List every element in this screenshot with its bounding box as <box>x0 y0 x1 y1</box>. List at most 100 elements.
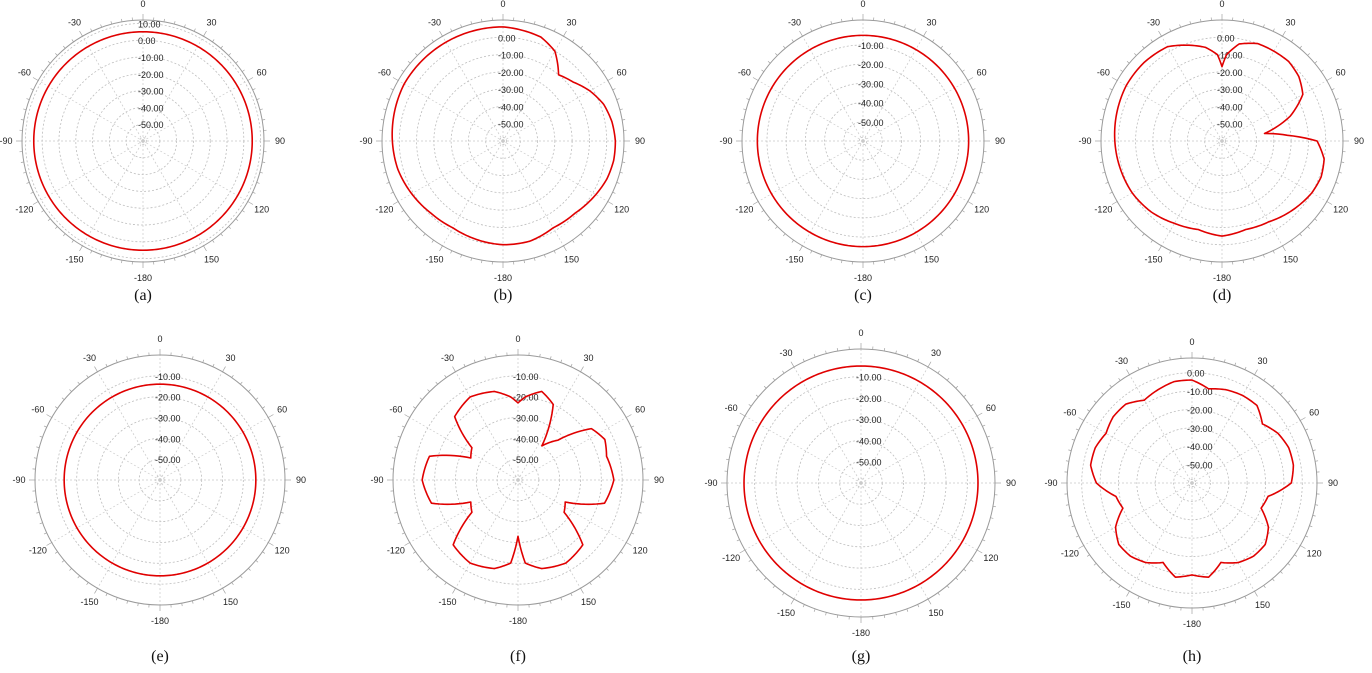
angle-tick <box>752 201 759 205</box>
angle-tick <box>1252 21 1255 25</box>
angle-tick <box>71 39 74 43</box>
radiation-pattern-line <box>391 26 617 246</box>
grid-ring <box>398 36 608 246</box>
angle-tick <box>1234 362 1237 366</box>
angle-tick <box>401 425 405 428</box>
angle-tick <box>1093 563 1097 566</box>
angle-tick <box>470 21 473 25</box>
angle-tick <box>247 201 254 205</box>
angle-tick <box>392 201 399 205</box>
angle-label: 30 <box>931 348 941 358</box>
angle-tick <box>43 532 47 535</box>
angle-tick <box>41 69 45 72</box>
angle-tick <box>235 61 239 64</box>
angle-tick <box>913 28 916 32</box>
polar-chart-f: 0 30 60 90 120 150 -180 -150 -120 -90 -60 -30 -10.00… <box>370 334 664 665</box>
angle-tick <box>435 575 438 579</box>
angle-label: -30 <box>1115 356 1128 366</box>
angle-tick <box>588 226 591 229</box>
angle-tick <box>972 191 976 194</box>
angle-tick <box>1335 182 1339 184</box>
angle-tick <box>256 182 260 184</box>
angle-tick <box>783 233 786 237</box>
angle-label: -90 <box>719 136 732 146</box>
grid-ring <box>1173 464 1211 502</box>
angle-tick <box>39 522 43 525</box>
angle-tick <box>563 245 567 252</box>
angle-tick <box>105 363 108 367</box>
angle-tick <box>1331 191 1335 194</box>
angle-tick <box>1341 161 1345 163</box>
angle-tick <box>283 501 287 503</box>
angle-tick <box>979 171 983 174</box>
angle-tick <box>736 539 740 542</box>
angle-tick <box>220 233 223 237</box>
angle-tick <box>46 542 52 546</box>
angle-tick <box>412 551 416 554</box>
angle-tick <box>1312 449 1316 451</box>
angle-label: 0 <box>500 0 505 9</box>
grid-ring <box>92 90 194 192</box>
angle-tick <box>32 77 39 81</box>
radial-label: -10.00 <box>498 51 524 61</box>
grid-ring <box>75 73 211 209</box>
angle-label: 60 <box>257 68 267 78</box>
angle-tick <box>1315 504 1319 506</box>
angle-tick <box>36 512 40 514</box>
angle-tick <box>1111 77 1118 81</box>
radial-label: -40.00 <box>1187 442 1213 452</box>
angle-tick <box>967 201 974 205</box>
radial-label: -10.00 <box>138 53 164 63</box>
angle-tick <box>748 559 752 562</box>
polar-chart-e: 0 30 60 90 120 150 -180 -150 -120 -90 -60 -30 -10.00… <box>12 334 306 665</box>
angle-tick <box>572 39 575 43</box>
grid-spoke <box>1221 140 1327 202</box>
angle-tick <box>772 377 776 381</box>
angle-label: 30 <box>1257 356 1267 366</box>
angle-tick <box>622 119 626 121</box>
angle-tick <box>1254 369 1258 375</box>
angle-tick <box>386 98 390 100</box>
angle-tick <box>1075 535 1079 538</box>
angle-tick <box>1169 356 1171 360</box>
angle-tick <box>580 366 584 372</box>
angle-tick <box>607 201 614 205</box>
angle-tick <box>883 260 885 264</box>
panel-caption: (h) <box>1183 648 1202 665</box>
angle-tick <box>394 446 398 448</box>
angle-tick <box>415 53 418 56</box>
radial-label: -50.00 <box>513 455 539 465</box>
angle-tick <box>1307 53 1310 56</box>
angle-tick <box>580 588 584 594</box>
angle-tick <box>33 501 37 503</box>
radial-label: -50.00 <box>856 458 882 468</box>
angle-tick <box>1294 409 1298 412</box>
angle-tick <box>212 363 215 367</box>
angle-tick <box>961 210 965 213</box>
angle-label: 90 <box>296 475 306 485</box>
angle-label: -150 <box>425 255 443 265</box>
angle-tick <box>820 254 822 258</box>
angle-tick <box>830 257 833 261</box>
angle-tick <box>626 414 632 418</box>
angle-label: 90 <box>275 136 285 146</box>
angle-tick <box>90 250 93 254</box>
grid-spoke <box>862 36 924 142</box>
angle-tick <box>86 582 89 586</box>
angle-label: -60 <box>389 405 402 415</box>
angle-tick <box>383 108 387 111</box>
angle-tick <box>86 374 89 378</box>
angle-tick <box>1147 362 1150 366</box>
angle-tick <box>961 69 965 72</box>
angle-tick <box>1291 239 1294 243</box>
angle-tick <box>1158 603 1160 607</box>
grid-spoke <box>142 140 204 246</box>
angle-tick <box>810 250 813 254</box>
angle-tick <box>1120 69 1124 72</box>
angle-tick <box>1189 21 1192 25</box>
angle-label: 30 <box>225 353 235 363</box>
angle-tick <box>992 505 996 508</box>
angle-tick <box>937 592 940 596</box>
angle-tick <box>1338 108 1342 111</box>
